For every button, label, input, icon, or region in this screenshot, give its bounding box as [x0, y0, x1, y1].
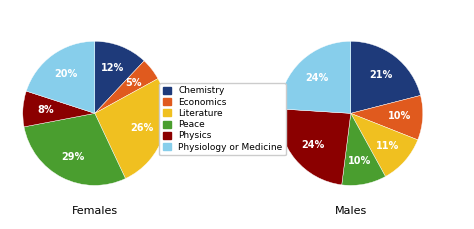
Wedge shape — [351, 113, 418, 177]
Wedge shape — [351, 41, 420, 113]
Text: 8%: 8% — [37, 105, 54, 115]
Text: 11%: 11% — [376, 141, 399, 151]
Wedge shape — [95, 61, 158, 113]
Title: Males: Males — [335, 206, 367, 216]
Text: 10%: 10% — [348, 156, 372, 166]
Legend: Chemistry, Economics, Literature, Peace, Physics, Physiology or Medicine: Chemistry, Economics, Literature, Peace,… — [159, 83, 286, 155]
Text: 12%: 12% — [101, 63, 125, 73]
Wedge shape — [26, 41, 95, 113]
Wedge shape — [351, 95, 423, 140]
Text: 20%: 20% — [55, 69, 78, 79]
Text: 21%: 21% — [369, 70, 392, 80]
Text: 24%: 24% — [306, 73, 329, 83]
Text: 24%: 24% — [301, 140, 325, 150]
Wedge shape — [279, 41, 351, 113]
Text: 10%: 10% — [388, 112, 411, 121]
Wedge shape — [342, 113, 385, 185]
Wedge shape — [95, 41, 144, 113]
Wedge shape — [23, 91, 95, 127]
Wedge shape — [95, 79, 167, 179]
Wedge shape — [279, 109, 351, 185]
Title: Females: Females — [72, 206, 118, 216]
Text: 26%: 26% — [130, 123, 153, 134]
Wedge shape — [24, 113, 126, 185]
Text: 5%: 5% — [125, 78, 142, 88]
Text: 29%: 29% — [61, 152, 84, 162]
